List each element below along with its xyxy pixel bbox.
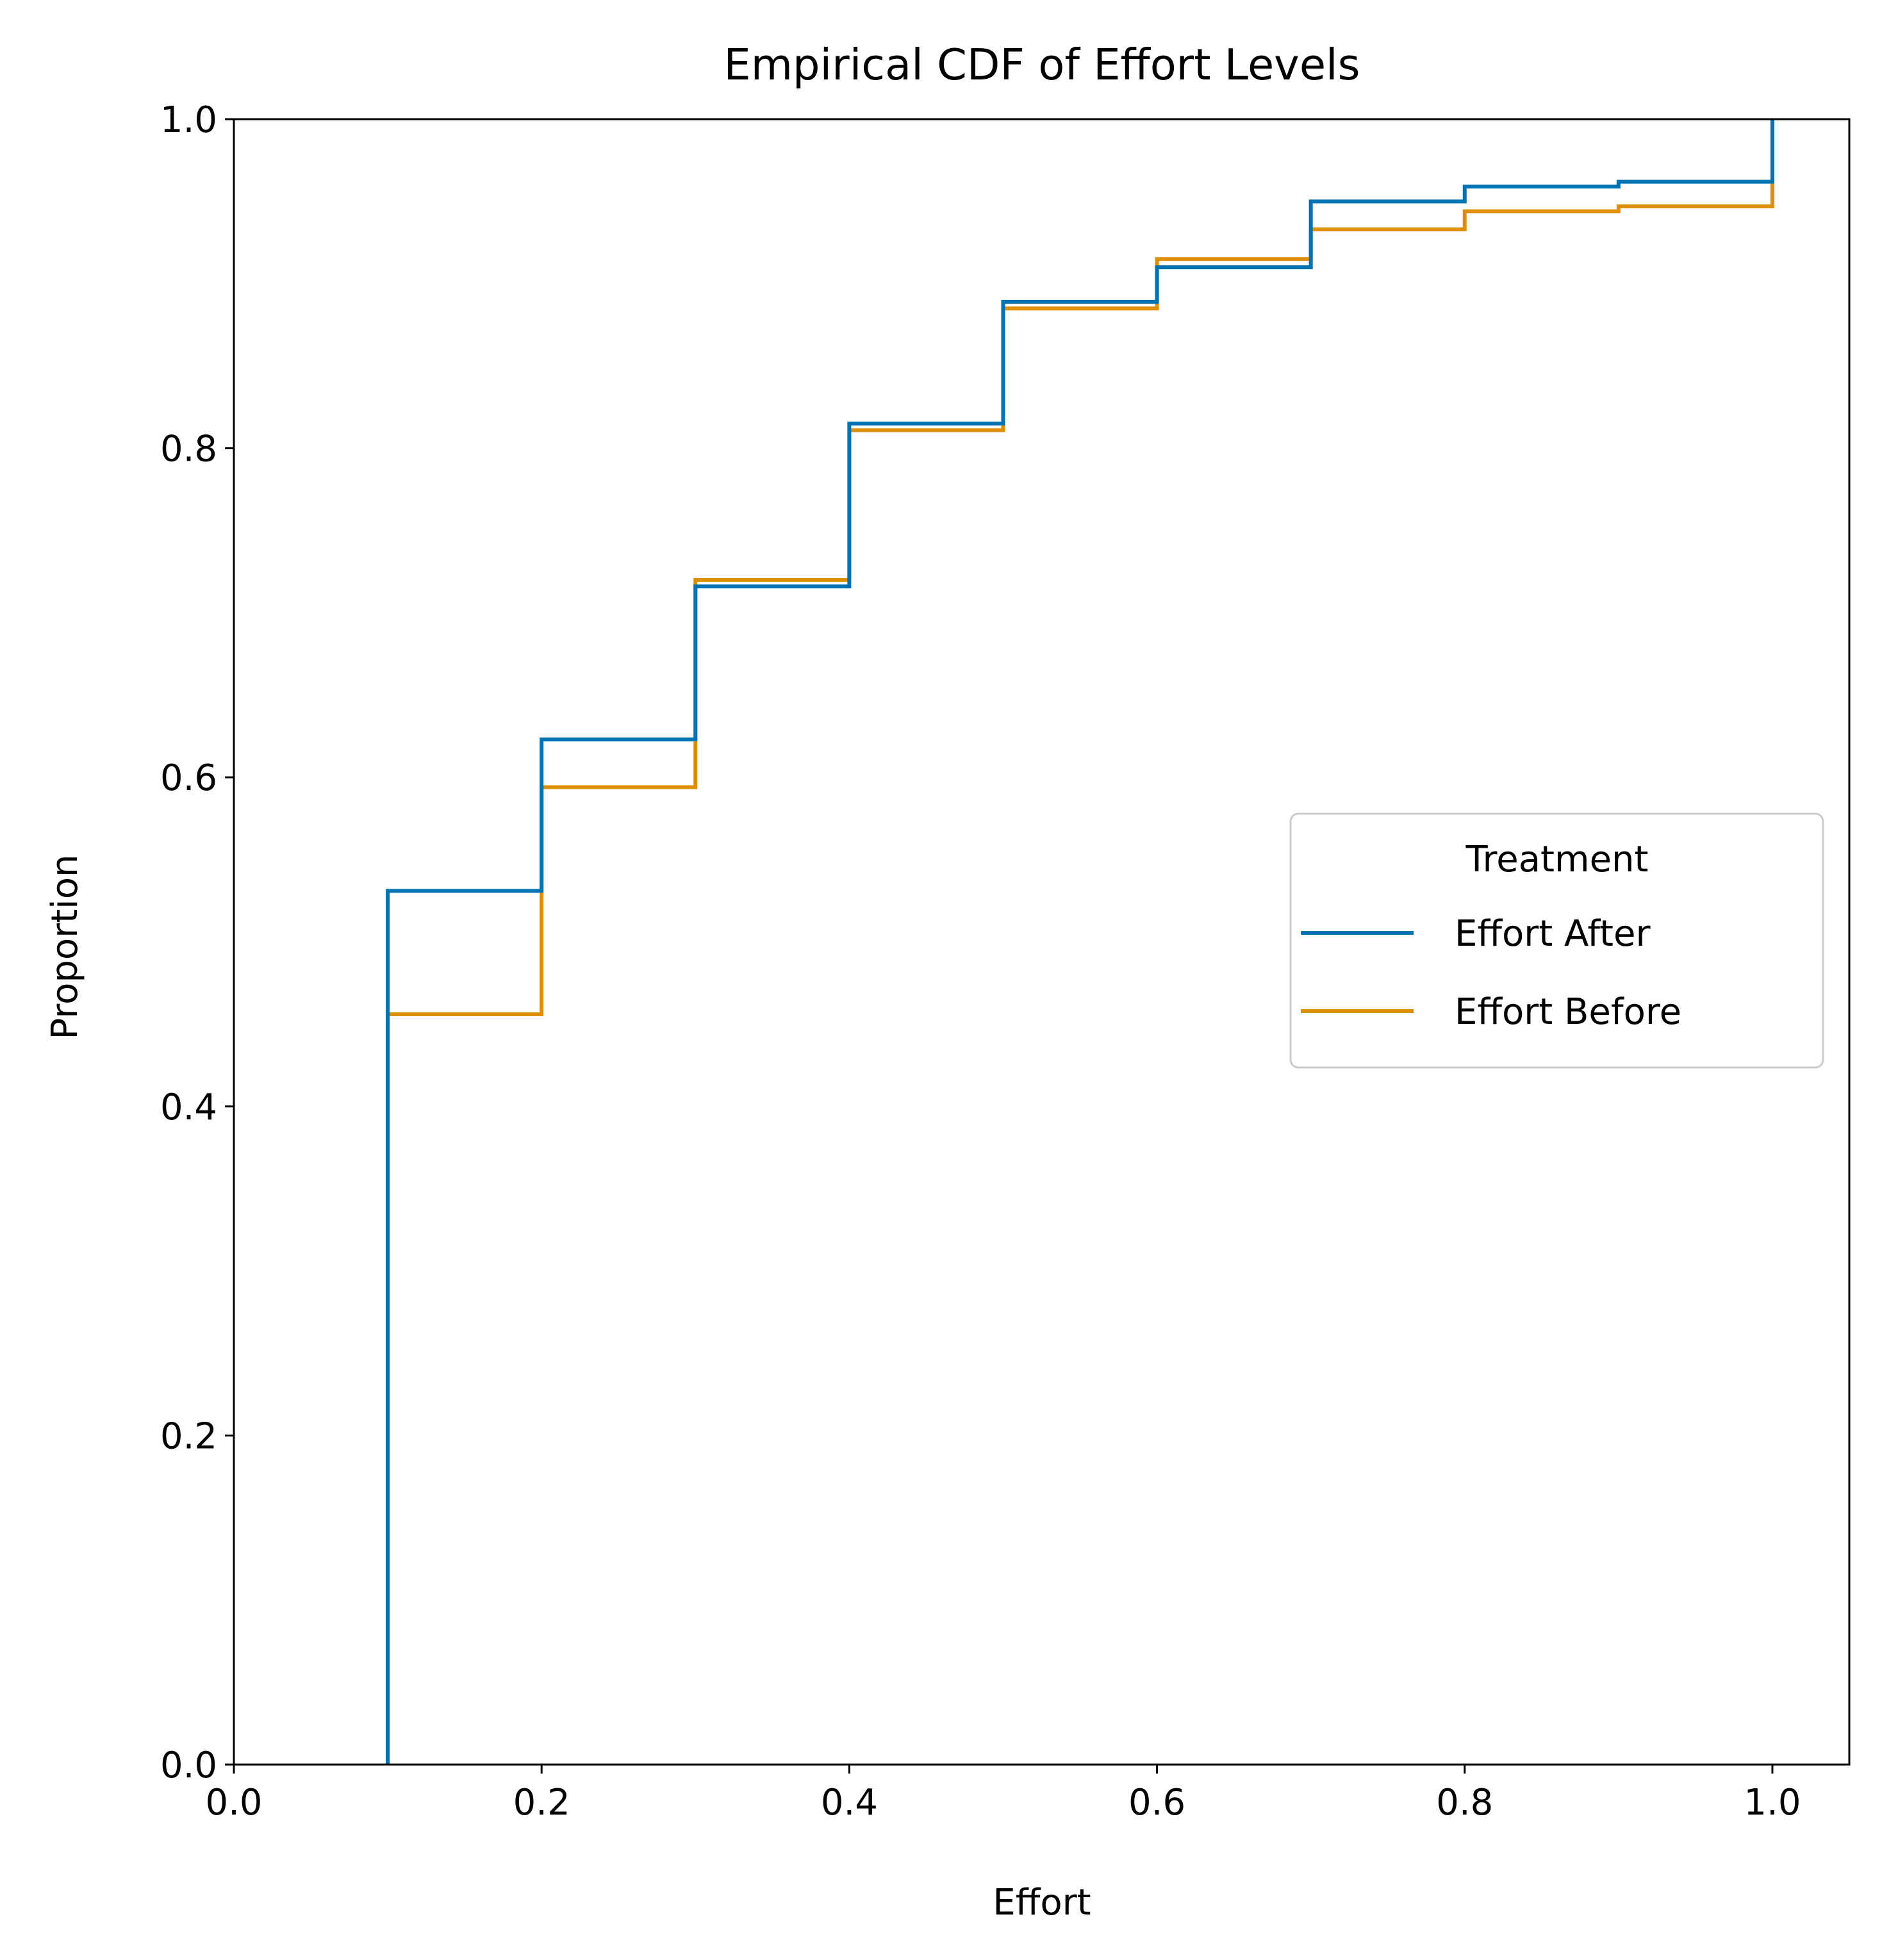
y-tick-label: 0.8 (160, 429, 217, 470)
x-tick-label: 0.2 (513, 1782, 570, 1824)
y-tick-label: 0.6 (160, 757, 217, 799)
y-tick-label: 1.0 (160, 99, 217, 141)
legend-label-effort-before: Effort Before (1455, 991, 1681, 1033)
x-axis-ticks: 0.0 0.2 0.4 0.6 0.8 1.0 (205, 1765, 1801, 1824)
y-tick-label: 0.4 (160, 1087, 217, 1128)
y-axis-label: Proportion (44, 855, 86, 1040)
x-tick-label: 0.8 (1436, 1782, 1493, 1824)
chart-title: Empirical CDF of Effort Levels (723, 40, 1360, 90)
x-tick-label: 1.0 (1744, 1782, 1801, 1824)
x-tick-label: 0.0 (205, 1782, 262, 1824)
legend: Treatment Effort After Effort Before (1289, 812, 1824, 1069)
x-tick-label: 0.6 (1128, 1782, 1185, 1824)
series-layer (386, 119, 1774, 1765)
legend-title: Treatment (1465, 839, 1649, 880)
legend-box (1289, 812, 1824, 1069)
y-tick-label: 0.2 (160, 1415, 217, 1457)
legend-entries: Effort After Effort Before (1301, 913, 1681, 1033)
plot-area (233, 118, 1851, 1766)
series-line-effort-before (386, 119, 1774, 1765)
x-tick-label: 0.4 (821, 1782, 878, 1824)
series-line-effort-after (386, 119, 1774, 1765)
y-axis-ticks: 0.0 0.2 0.4 0.6 0.8 1.0 (160, 99, 234, 1786)
y-tick-label: 0.0 (160, 1745, 217, 1786)
x-axis-label: Effort (993, 1882, 1091, 1923)
axes-frame (233, 118, 1851, 1766)
legend-label-effort-after: Effort After (1455, 913, 1651, 955)
